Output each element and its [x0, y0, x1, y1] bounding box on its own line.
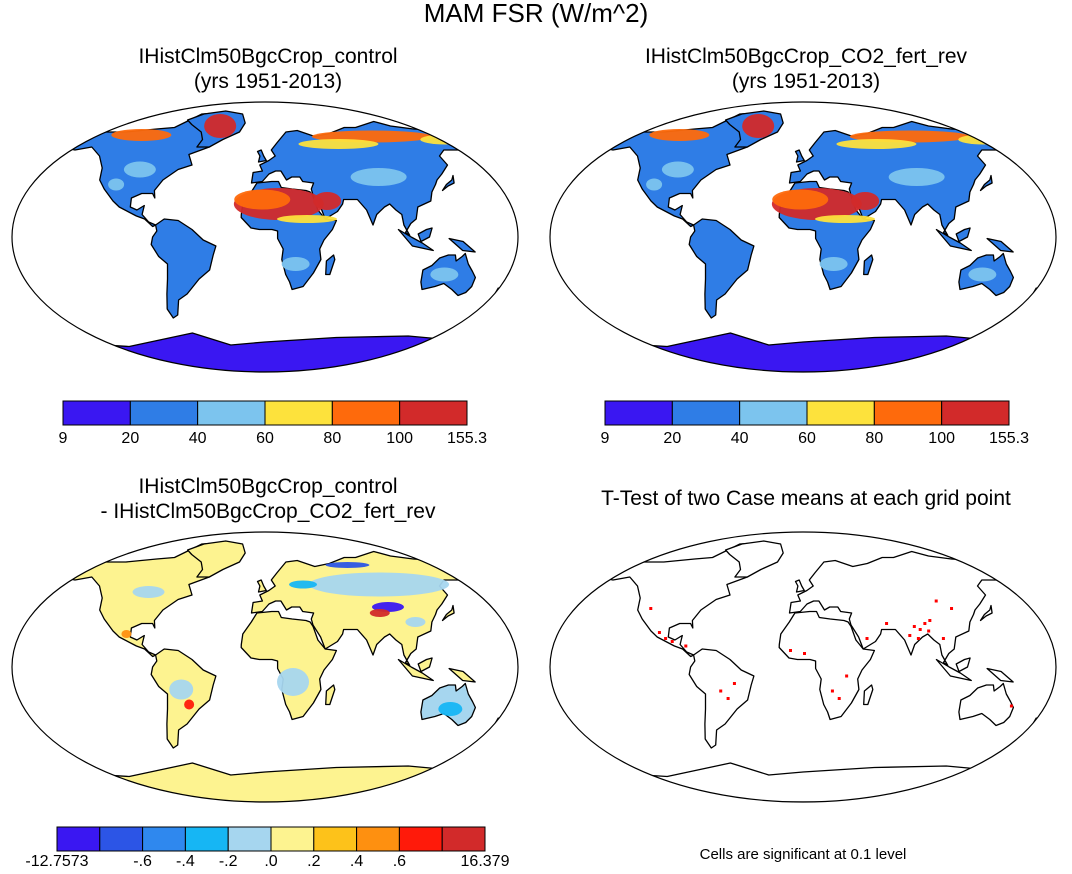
- panel-title-co2: IHistClm50BgcCrop_CO2_fert_rev (yrs 1951…: [546, 44, 1066, 94]
- colorbar-tick-label: -12.7573: [25, 853, 89, 870]
- colorbar-tick-label: .4: [349, 853, 364, 870]
- colorbar-tick-label: 80: [323, 430, 342, 447]
- colorbar-tick-label: 155.3: [446, 430, 488, 447]
- significance-note: Cells are significant at 0.1 level: [699, 846, 907, 863]
- colorbar-tick-label: 16.379: [460, 853, 510, 870]
- map-control: [11, 101, 519, 373]
- colorbar-tick-label: 60: [256, 430, 274, 447]
- panel-title-line: T-Test of two Case means at each grid po…: [601, 487, 1011, 510]
- colorbar-tick-label: 60: [798, 430, 816, 447]
- colorbar-tick-label: 40: [188, 430, 207, 447]
- colorbar-tick-label: 100: [928, 430, 956, 447]
- panel-title-control: IHistClm50BgcCrop_control (yrs 1951-2013…: [8, 44, 528, 94]
- colorbar-tick-label: 9: [600, 430, 610, 447]
- colorbar-tick-label: 80: [865, 430, 884, 447]
- colorbar-tick-label: 155.3: [988, 430, 1030, 447]
- figure-title: MAM FSR (W/m^2): [423, 0, 649, 28]
- map-ttest: [549, 531, 1057, 803]
- map-diff: [11, 531, 519, 803]
- colorbar-tick-label: 20: [663, 430, 682, 447]
- colorbar-tick-label: .0: [264, 853, 278, 870]
- panel-title-line: (yrs 1951-2013): [193, 70, 343, 93]
- colorbar-tick-label: -.2: [218, 853, 238, 870]
- colorbar-control-labels: 9 20 40 60 80 100 155.3: [59, 430, 487, 450]
- colorbar-tick-label: 100: [386, 430, 414, 447]
- panel-title-diff: IHistClm50BgcCrop_control - IHistClm50Bg…: [8, 474, 528, 524]
- colorbar-tick-label: -.6: [133, 853, 152, 870]
- colorbar-tick-label: .6: [392, 853, 407, 870]
- colorbar-co2: [604, 400, 1010, 426]
- colorbar-tick-label: -.4: [176, 853, 195, 870]
- panel-title-ttest: T-Test of two Case means at each grid po…: [546, 486, 1066, 511]
- colorbar-tick-label: 40: [730, 430, 749, 447]
- colorbar-co2-labels: 9 20 40 60 80 100 155.3: [601, 430, 1029, 450]
- panel-title-line: - IHistClm50BgcCrop_CO2_fert_rev: [100, 500, 436, 523]
- colorbar-diff: [56, 826, 486, 852]
- panel-title-line: IHistClm50BgcCrop_control: [138, 45, 398, 68]
- colorbar-tick-label: .2: [307, 853, 321, 870]
- panel-title-line: IHistClm50BgcCrop_CO2_fert_rev: [644, 45, 968, 68]
- colorbar-tick-label: 9: [58, 430, 68, 447]
- panel-title-line: IHistClm50BgcCrop_control: [138, 475, 398, 498]
- colorbar-tick-label: 20: [121, 430, 140, 447]
- colorbar-diff-labels: -12.7573 -.6 -.4 -.2 .0 .2 .4 .6 16.379: [25, 853, 509, 873]
- colorbar-control: [62, 400, 468, 426]
- panel-title-line: (yrs 1951-2013): [731, 70, 881, 93]
- map-co2: [549, 101, 1057, 373]
